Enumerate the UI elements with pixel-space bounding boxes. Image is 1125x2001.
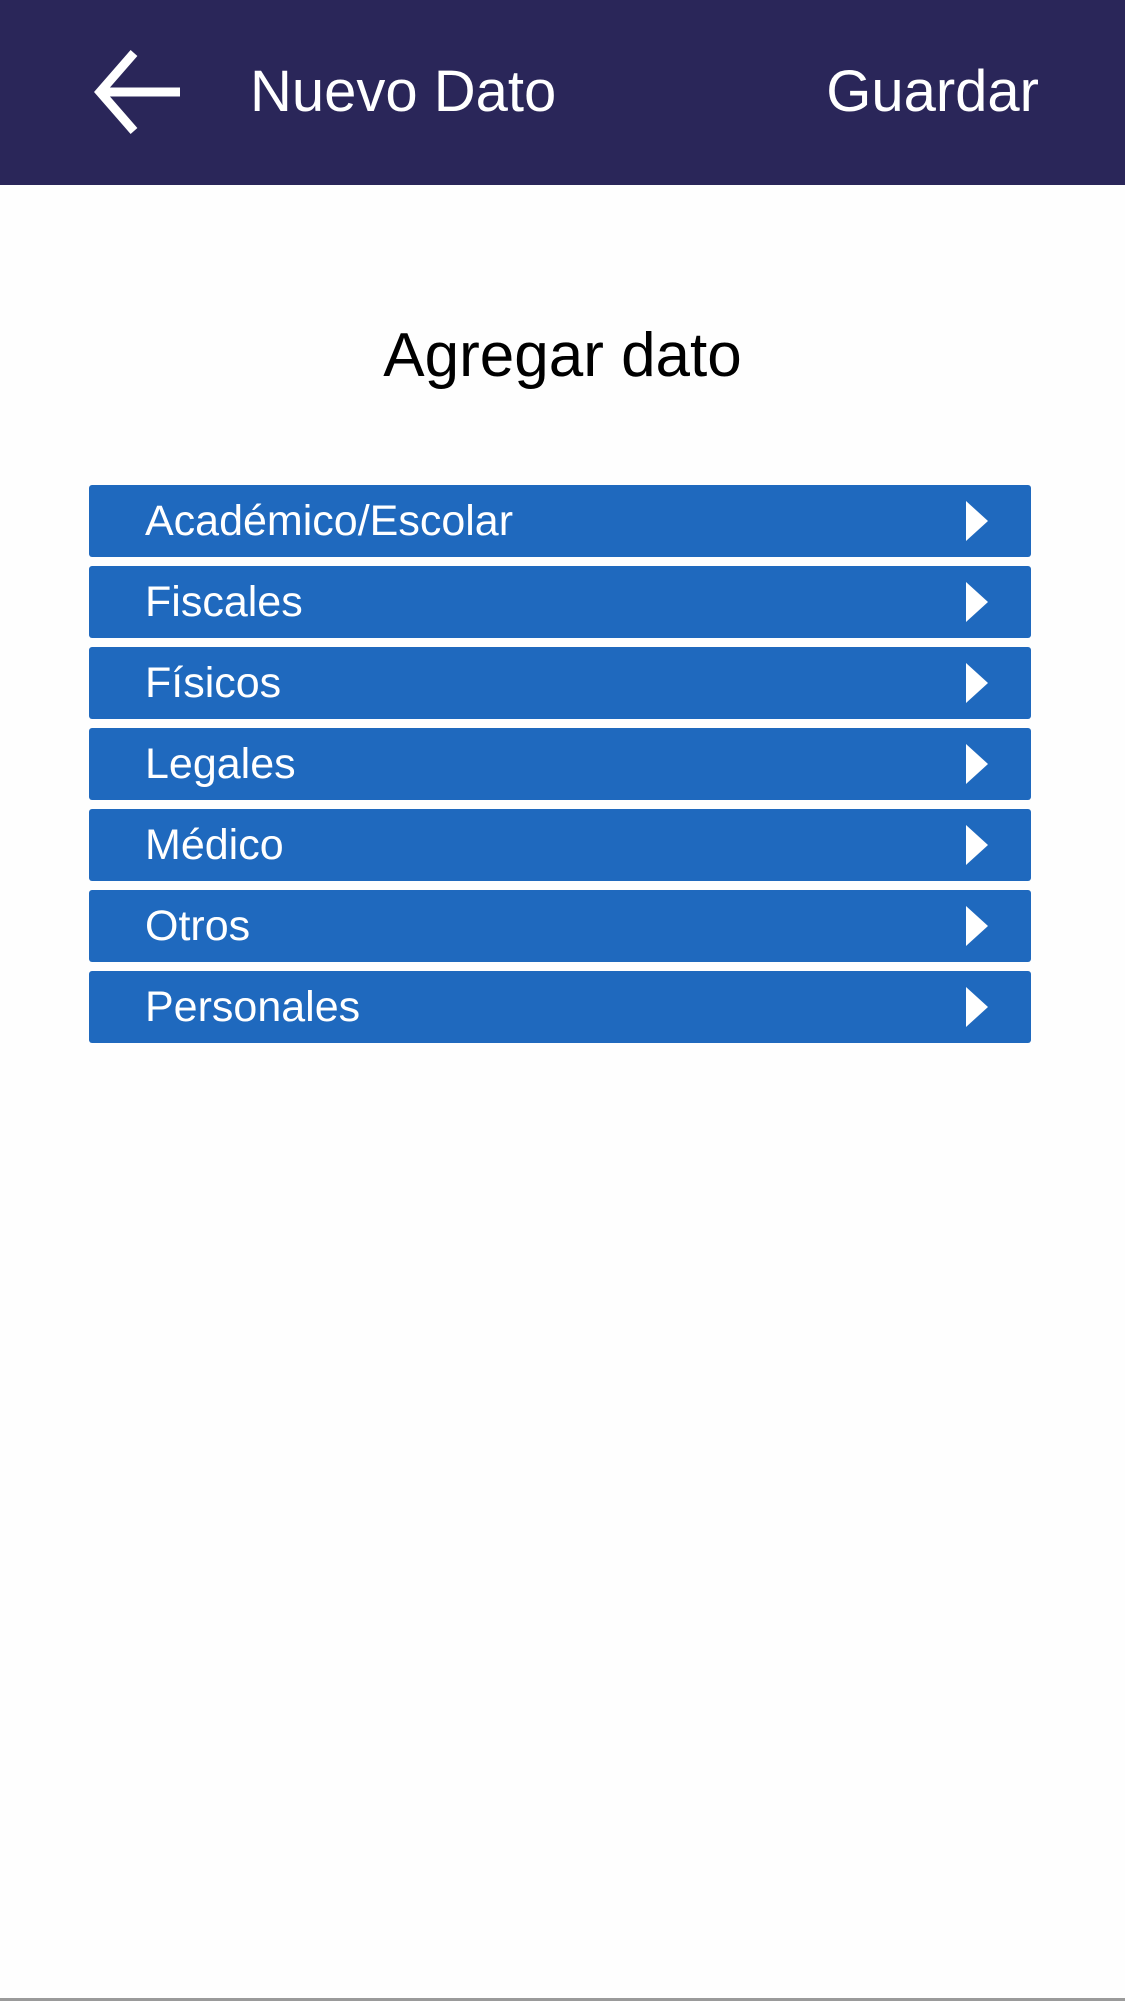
category-personales[interactable]: Personales [89, 971, 1031, 1043]
category-label: Legales [145, 740, 296, 788]
chevron-right-icon [966, 582, 988, 622]
category-label: Médico [145, 821, 284, 869]
category-label: Otros [145, 902, 251, 950]
chevron-right-icon [966, 987, 988, 1027]
category-label: Fiscales [145, 578, 303, 626]
category-label: Personales [145, 983, 361, 1031]
chevron-right-icon [966, 501, 988, 541]
category-fiscales[interactable]: Fiscales [89, 566, 1031, 638]
chevron-right-icon [966, 825, 988, 865]
arrow-left-icon [94, 50, 180, 134]
category-medico[interactable]: Médico [89, 809, 1031, 881]
chevron-right-icon [966, 744, 988, 784]
page-title: Agregar dato [383, 321, 742, 390]
back-button[interactable] [92, 45, 187, 140]
chevron-right-icon [966, 663, 988, 703]
header-title: Nuevo Dato [250, 59, 557, 124]
category-legales[interactable]: Legales [89, 728, 1031, 800]
chevron-right-icon [966, 906, 988, 946]
bottom-divider [0, 1998, 1125, 2001]
category-label: Académico/Escolar [145, 497, 514, 545]
save-button[interactable]: Guardar [826, 59, 1039, 124]
category-otros[interactable]: Otros [89, 890, 1031, 962]
category-academico-escolar[interactable]: Académico/Escolar [89, 485, 1031, 557]
category-fisicos[interactable]: Físicos [89, 647, 1031, 719]
category-label: Físicos [145, 659, 282, 707]
app-header: Nuevo Dato Guardar [0, 0, 1125, 185]
category-list: Académico/Escolar Fiscales Físicos Legal… [89, 485, 1031, 1052]
